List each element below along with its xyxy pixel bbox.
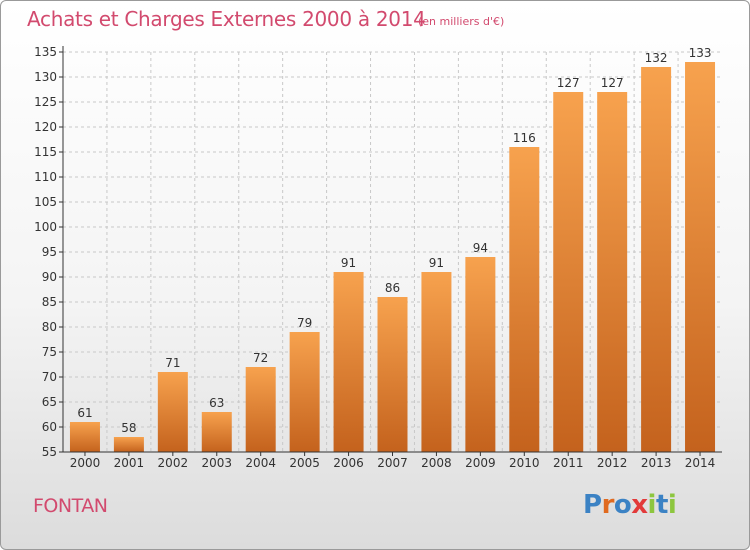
logo-letter: x (631, 490, 648, 520)
bar-value-label: 86 (385, 281, 400, 295)
bar-value-label: 116 (513, 131, 536, 145)
chart-title: Achats et Charges Externes 2000 à 2014 (27, 7, 426, 31)
bar-value-label: 94 (473, 241, 488, 255)
chart-subtitle: (en milliers d'€) (418, 15, 505, 28)
bar (113, 437, 144, 452)
logo-letter: r (601, 490, 615, 520)
bar (377, 297, 408, 452)
y-tick-label: 55 (42, 445, 57, 459)
bars: 61 58 71 63 72 79 91 86 91 94 116 127 127 132 133 (69, 46, 716, 452)
y-tick-label: 75 (42, 345, 57, 359)
x-tick-label: 2003 (201, 456, 232, 470)
bar-value-label: 91 (429, 256, 444, 270)
x-tick-label: 2011 (553, 456, 584, 470)
bar (245, 367, 276, 452)
bar-value-label: 71 (165, 356, 180, 370)
bar (597, 92, 628, 452)
logo-letter: o (613, 490, 632, 520)
bar (641, 67, 672, 452)
bar (69, 422, 100, 452)
y-tick-label: 60 (42, 420, 57, 434)
bar (465, 257, 496, 452)
y-tick-label: 70 (42, 370, 57, 384)
y-tick-label: 90 (42, 270, 57, 284)
x-tick-label: 2002 (158, 456, 189, 470)
x-tick-label: 2001 (114, 456, 145, 470)
place-name: FONTAN (33, 495, 108, 517)
y-tick-label: 115 (34, 145, 57, 159)
bar-value-label: 91 (341, 256, 356, 270)
bar (553, 92, 584, 452)
bar (685, 62, 716, 452)
bar (289, 332, 320, 452)
y-tick-label: 130 (34, 70, 57, 84)
y-tick-label: 100 (34, 220, 57, 234)
x-tick-label: 2007 (377, 456, 408, 470)
x-tick-label: 2000 (70, 456, 101, 470)
logo-letter: P (583, 490, 602, 520)
x-tick-label: 2010 (509, 456, 540, 470)
y-tick-label: 80 (42, 320, 57, 334)
y-tick-label: 85 (42, 295, 57, 309)
bar-value-label: 127 (557, 76, 580, 90)
bar-value-label: 61 (77, 406, 92, 420)
y-tick-label: 95 (42, 245, 57, 259)
bar-value-label: 58 (121, 421, 136, 435)
y-tick-label: 65 (42, 395, 57, 409)
bar-value-label: 79 (297, 316, 312, 330)
axes: 55 60 65 70 75 80 85 90 95 100 105 110 115 120 125 130 1… (34, 45, 722, 470)
x-tick-label: 2006 (333, 456, 364, 470)
x-tick-label: 2009 (465, 456, 496, 470)
y-tick-label: 135 (34, 45, 57, 59)
proxiti-logo[interactable]: Proxiti (583, 490, 677, 520)
bar-value-label: 133 (689, 46, 712, 60)
x-tick-label: 2008 (421, 456, 452, 470)
y-tick-label: 120 (34, 120, 57, 134)
bar (157, 372, 188, 452)
y-tick-label: 125 (34, 95, 57, 109)
logo-letter: i (647, 490, 657, 520)
bar (421, 272, 452, 452)
logo-letter: t (655, 490, 668, 520)
y-tick-label: 110 (34, 170, 57, 184)
bar (201, 412, 232, 452)
x-tick-label: 2004 (245, 456, 276, 470)
logo-letter: i (667, 490, 677, 520)
y-tick-label: 105 (34, 195, 57, 209)
x-tick-label: 2012 (597, 456, 628, 470)
x-tick-label: 2013 (641, 456, 672, 470)
bar (333, 272, 364, 452)
bar-value-label: 127 (601, 76, 624, 90)
bar-value-label: 72 (253, 351, 268, 365)
x-tick-label: 2014 (685, 456, 716, 470)
bar-value-label: 63 (209, 396, 224, 410)
bar (509, 147, 540, 452)
bar-value-label: 132 (645, 51, 668, 65)
x-tick-label: 2005 (289, 456, 320, 470)
